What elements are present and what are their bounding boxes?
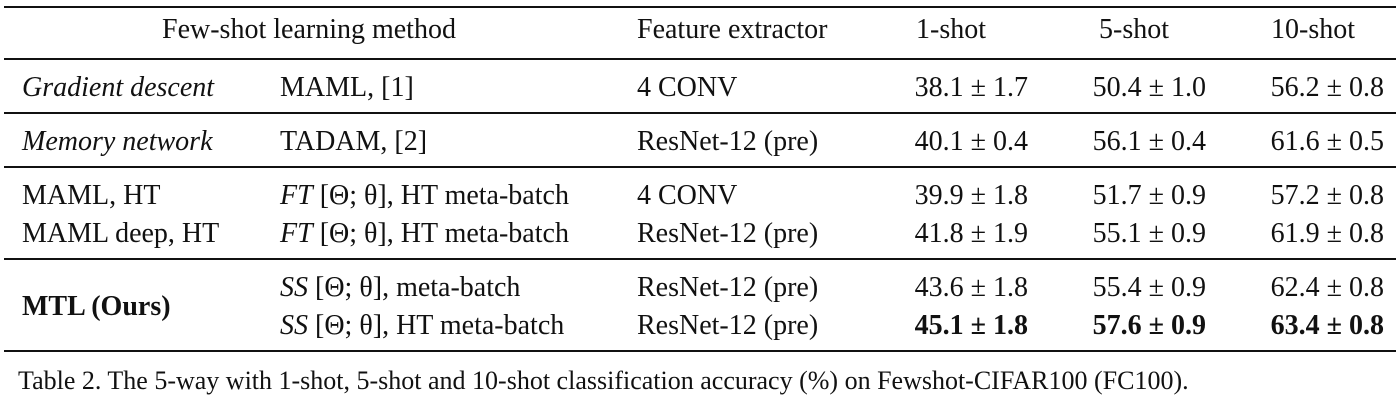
row-memory-network-5-shot: 56.1 ± 0.4 (1092, 126, 1206, 157)
row-mtl-ss-meta-batch-5-shot: 55.4 ± 0.9 (1092, 272, 1206, 303)
row-maml-ht-group: MAML, HT (22, 180, 161, 211)
row-gradient-descent-group: Gradient descent (22, 72, 215, 103)
method-params: [Θ; θ] (315, 272, 383, 303)
row-gradient-descent-1-shot: 38.1 ± 1.7 (914, 72, 1028, 103)
row-mtl-ss-meta-batch-feature-extractor: ResNet-12 (pre) (637, 272, 819, 303)
method-prefix: SS (280, 272, 308, 303)
header-feature-extractor: Feature extractor (637, 14, 828, 45)
method-prefix: FT (280, 180, 313, 211)
row-maml-deep-ht-10-shot: 61.9 ± 0.8 (1270, 218, 1384, 249)
table-caption: Table 2. The 5-way with 1-shot, 5-shot a… (18, 366, 1189, 395)
method-prefix: FT (280, 218, 313, 249)
row-mtl-ss-meta-batch-1-shot: 43.6 ± 1.8 (914, 272, 1028, 303)
row-maml-ht-method: FT [Θ; θ], HT meta-batch (280, 180, 569, 212)
method-params: [Θ; θ] (315, 310, 383, 341)
method-suffix: , HT meta-batch (386, 218, 569, 249)
row-mtl-ss-meta-batch-method: SS [Θ; θ], meta-batch (280, 272, 520, 304)
row-memory-network-group: Memory network (22, 126, 213, 157)
row-mtl-ss-ht-meta-batch-10-shot: 63.4 ± 0.8 (1270, 310, 1384, 341)
bottom-rule (4, 350, 1396, 352)
results-table: Few-shot learning method Feature extract… (4, 6, 1396, 353)
method-suffix: , HT meta-batch (386, 180, 569, 211)
row-maml-ht-1-shot: 39.9 ± 1.8 (914, 180, 1028, 211)
top-rule (4, 6, 1396, 8)
row-gradient-descent-method: MAML, [1] (280, 72, 414, 103)
divider-rule-1 (4, 112, 1396, 114)
row-mtl-ss-ht-meta-batch-feature-extractor: ResNet-12 (pre) (637, 310, 819, 341)
row-maml-deep-ht-feature-extractor: ResNet-12 (pre) (637, 218, 819, 249)
row-maml-ht-10-shot: 57.2 ± 0.8 (1270, 180, 1384, 211)
divider-rule-3 (4, 258, 1396, 260)
row-memory-network-10-shot: 61.6 ± 0.5 (1270, 126, 1384, 157)
divider-rule-2 (4, 166, 1396, 168)
row-maml-deep-ht-1-shot: 41.8 ± 1.9 (914, 218, 1028, 249)
row-gradient-descent-5-shot: 50.4 ± 1.0 (1092, 72, 1206, 103)
row-mtl-ss-ht-meta-batch-1-shot: 45.1 ± 1.8 (914, 310, 1028, 341)
header-5-shot: 5-shot (1099, 14, 1169, 45)
row-mtl-ss-ht-meta-batch-method: SS [Θ; θ], HT meta-batch (280, 310, 564, 342)
header-rule (4, 58, 1396, 60)
header-method: Few-shot learning method (162, 14, 456, 45)
row-maml-deep-ht-method: FT [Θ; θ], HT meta-batch (280, 218, 569, 250)
row-maml-ht-feature-extractor: 4 CONV (637, 180, 738, 211)
header-10-shot: 10-shot (1271, 14, 1355, 45)
row-maml-deep-ht-group: MAML deep, HT (22, 218, 220, 249)
method-suffix: , HT meta-batch (382, 310, 565, 341)
method-prefix: SS (280, 310, 308, 341)
row-gradient-descent-feature-extractor: 4 CONV (637, 72, 738, 103)
row-maml-ht-5-shot: 51.7 ± 0.9 (1092, 180, 1206, 211)
header-1-shot: 1-shot (916, 14, 986, 45)
row-maml-deep-ht-5-shot: 55.1 ± 0.9 (1092, 218, 1206, 249)
row-mtl-group: MTL (Ours) (22, 291, 171, 322)
method-params: [Θ; θ] (319, 180, 387, 211)
row-memory-network-method: TADAM, [2] (280, 126, 428, 157)
method-suffix: , meta-batch (382, 272, 521, 303)
row-memory-network-feature-extractor: ResNet-12 (pre) (637, 126, 819, 157)
row-memory-network-1-shot: 40.1 ± 0.4 (914, 126, 1028, 157)
row-mtl-ss-ht-meta-batch-5-shot: 57.6 ± 0.9 (1092, 310, 1206, 341)
row-gradient-descent-10-shot: 56.2 ± 0.8 (1270, 72, 1384, 103)
row-mtl-ss-meta-batch-10-shot: 62.4 ± 0.8 (1270, 272, 1384, 303)
method-params: [Θ; θ] (319, 218, 387, 249)
